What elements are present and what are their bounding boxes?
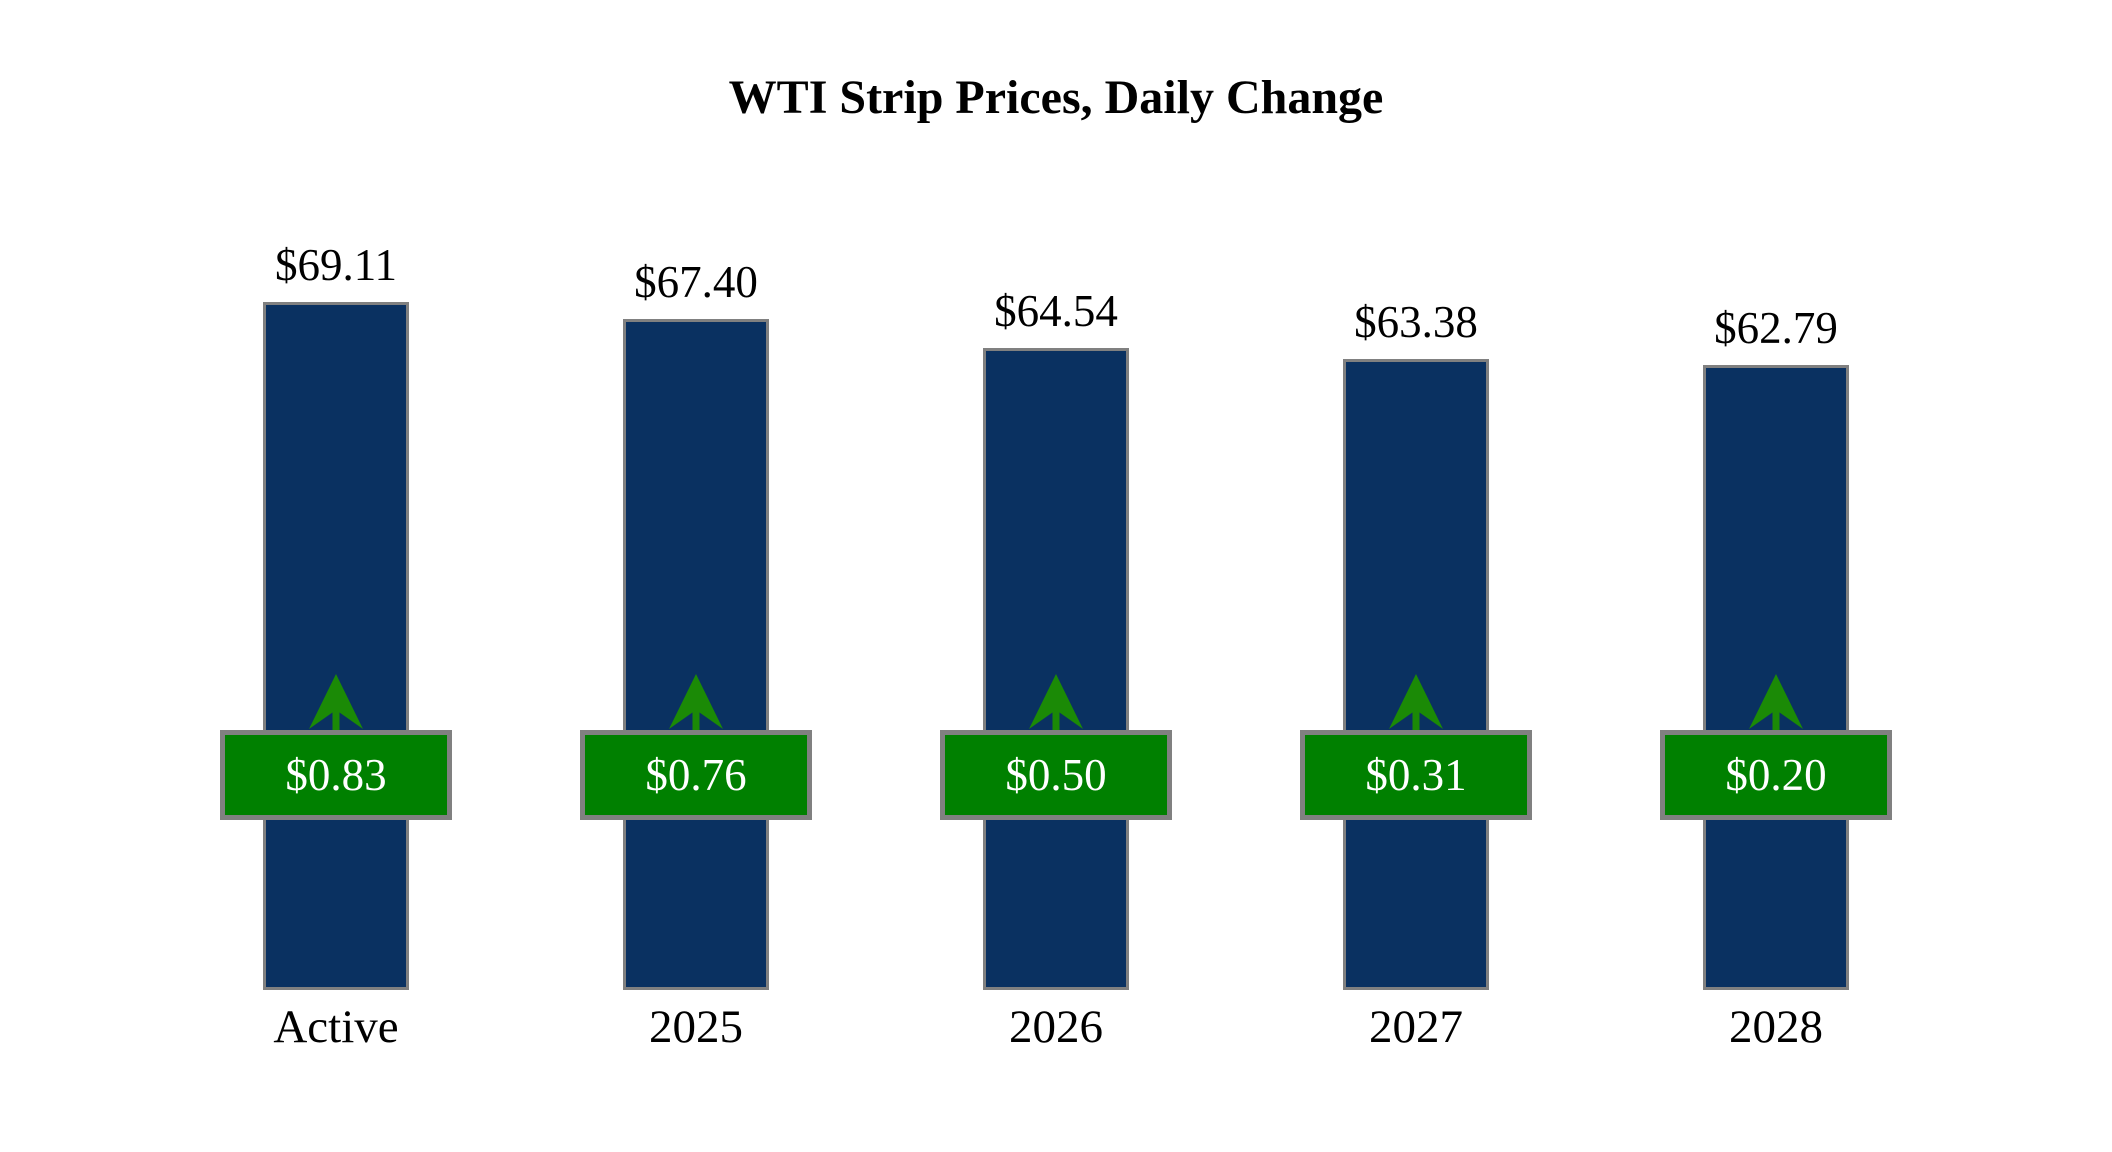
category-label-2027: 2027 (1369, 1001, 1463, 1053)
bar-group-2026: $64.54 $0.50 2026 (876, 0, 1236, 1053)
category-label-2025: 2025 (649, 1001, 743, 1053)
price-label-2025: $67.40 (634, 256, 758, 307)
up-arrow-icon (1027, 674, 1085, 734)
up-arrow-icon (1747, 674, 1805, 734)
category-label-active: Active (273, 1001, 399, 1053)
daily-change-badge-2025: $0.76 (580, 730, 812, 820)
bar-group-active: $69.11 $0.83 Active (156, 0, 516, 1053)
price-label-2026: $64.54 (994, 285, 1118, 336)
daily-change-badge-2026: $0.50 (940, 730, 1172, 820)
bar-group-2028: $62.79 $0.20 2028 (1596, 0, 1956, 1053)
chart-title: WTI Strip Prices, Daily Change (728, 71, 1384, 124)
bar-chart: $69.11 $0.83 Active $67.40 $0.76 2025 $6… (156, 0, 1956, 1053)
up-arrow-icon (307, 674, 365, 734)
bar-2025 (623, 319, 769, 990)
daily-change-value: $0.20 (1725, 749, 1827, 800)
bar-2026 (983, 348, 1129, 990)
bar-active (263, 302, 409, 990)
bar-group-2025: $67.40 $0.76 2025 (516, 0, 876, 1053)
daily-change-value: $0.76 (645, 749, 747, 800)
daily-change-badge-2027: $0.31 (1300, 730, 1532, 820)
daily-change-badge-active: $0.83 (220, 730, 452, 820)
daily-change-value: $0.31 (1365, 749, 1467, 800)
category-label-2028: 2028 (1729, 1001, 1823, 1053)
daily-change-badge-2028: $0.20 (1660, 730, 1892, 820)
price-label-2028: $62.79 (1714, 302, 1838, 353)
category-label-2026: 2026 (1009, 1001, 1103, 1053)
daily-change-value: $0.50 (1005, 749, 1107, 800)
price-label-2027: $63.38 (1354, 296, 1478, 347)
up-arrow-icon (1387, 674, 1445, 734)
bar-group-2027: $63.38 $0.31 2027 (1236, 0, 1596, 1053)
price-label-active: $69.11 (274, 239, 398, 290)
daily-change-value: $0.83 (285, 749, 387, 800)
up-arrow-icon (667, 674, 725, 734)
